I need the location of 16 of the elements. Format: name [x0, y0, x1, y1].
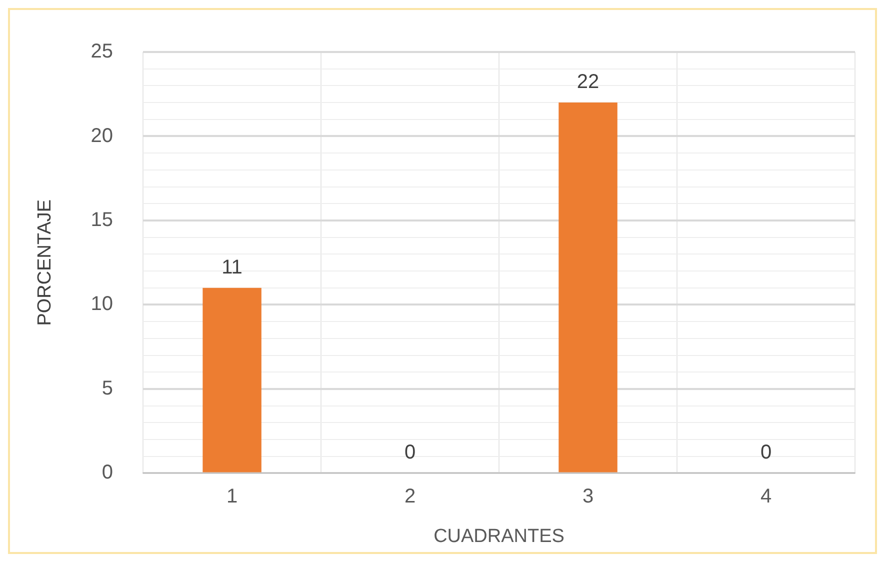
y-tick-label: 15: [90, 208, 114, 231]
y-tick-label: 10: [90, 293, 114, 316]
data-label: 0: [404, 442, 416, 464]
data-label: 22: [576, 71, 600, 94]
data-label: 0: [760, 442, 772, 464]
y-tick-label: 25: [90, 40, 114, 63]
x-tick-label: 1: [226, 486, 238, 508]
x-tick-label: 4: [760, 486, 772, 508]
data-label: 11: [222, 256, 242, 278]
y-axis-title: PORCENTAJE: [34, 199, 56, 326]
y-tick-label: 0: [102, 462, 114, 484]
x-tick-label: 2: [404, 486, 416, 508]
y-tick-label: 5: [102, 377, 114, 400]
x-tick-label: 3: [582, 486, 594, 508]
x-axis-title: CUADRANTES: [434, 526, 564, 547]
y-tick-label: 20: [90, 124, 114, 147]
